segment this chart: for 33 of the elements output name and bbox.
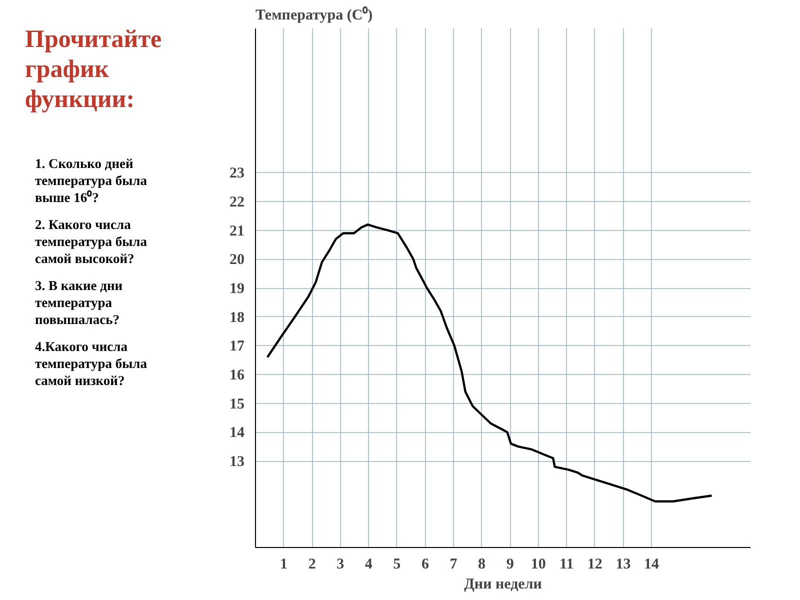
x-tick-label: 8	[478, 556, 486, 572]
x-tick-label: 10	[530, 556, 546, 572]
y-tick-label: 21	[230, 223, 244, 240]
y-tick-label: 23	[230, 166, 244, 182]
text: 1. Сколько дней температура была выше 16⁰?	[35, 155, 148, 206]
y-tick-label: 15	[230, 396, 244, 412]
text: 4.Какого числа температура была самой низкой?	[35, 338, 148, 389]
x-tick-label: 11	[560, 556, 574, 572]
y-tick-label: 14	[230, 425, 245, 442]
x-tick-label: 14	[644, 556, 660, 572]
x-tick-label: 4	[364, 556, 373, 572]
text: 3. В какие дни температура повышалась?	[35, 277, 124, 328]
y-tick-label: 17	[230, 338, 245, 355]
x-tick-label: 1	[280, 556, 288, 572]
text: Прочитайте график функции:	[25, 25, 163, 115]
y-tick-label: 22	[230, 194, 244, 210]
y-tick-label: 16	[230, 368, 245, 384]
x-tick-label: 13	[616, 556, 631, 572]
y-tick-label: 20	[230, 252, 244, 268]
x-tick-label: 7	[450, 556, 458, 572]
x-tick-label: 3	[336, 556, 344, 572]
y-axis-title: Температура (C⁰)	[256, 6, 373, 24]
x-tick-label: 5	[393, 556, 401, 572]
x-tick-label: 12	[587, 556, 602, 572]
x-tick-label: 6	[421, 556, 430, 572]
x-tick-label: 2	[308, 556, 316, 572]
text: 2. Какого числа температура была самой высокой?	[35, 216, 148, 267]
x-axis-title: Дни недели	[464, 576, 542, 592]
y-tick-label: 13	[230, 454, 244, 470]
y-tick-label: 19	[230, 281, 244, 297]
x-tick-label: 9	[506, 556, 514, 572]
line-series	[266, 223, 713, 502]
y-tick-label: 18	[230, 310, 244, 326]
